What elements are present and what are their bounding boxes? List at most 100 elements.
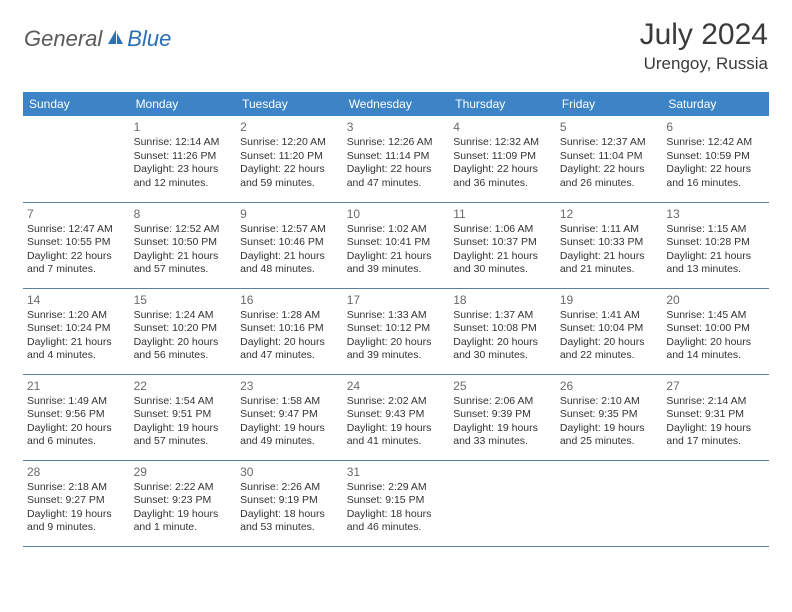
day-cell: 30Sunrise: 2:26 AMSunset: 9:19 PMDayligh… xyxy=(236,460,343,546)
sunrise-text: Sunrise: 12:57 AM xyxy=(240,223,339,237)
daylight-text: Daylight: 20 hours and 56 minutes. xyxy=(134,336,233,363)
day-cell xyxy=(556,460,663,546)
dayhead-monday: Monday xyxy=(130,92,237,116)
sunrise-text: Sunrise: 1:20 AM xyxy=(27,309,126,323)
day-number: 9 xyxy=(240,207,339,221)
logo-text-blue: Blue xyxy=(127,26,171,52)
logo-sail-icon xyxy=(106,28,124,51)
week-row: 1Sunrise: 12:14 AMSunset: 11:26 PMDaylig… xyxy=(23,116,769,202)
daylight-text: Daylight: 19 hours and 25 minutes. xyxy=(560,422,659,449)
calendar-table: Sunday Monday Tuesday Wednesday Thursday… xyxy=(23,92,769,547)
calendar-body: 1Sunrise: 12:14 AMSunset: 11:26 PMDaylig… xyxy=(23,116,769,546)
daylight-text: Daylight: 21 hours and 48 minutes. xyxy=(240,250,339,277)
day-cell: 25Sunrise: 2:06 AMSunset: 9:39 PMDayligh… xyxy=(449,374,556,460)
daylight-text: Daylight: 19 hours and 17 minutes. xyxy=(666,422,765,449)
logo: General Blue xyxy=(24,26,171,52)
day-cell: 22Sunrise: 1:54 AMSunset: 9:51 PMDayligh… xyxy=(130,374,237,460)
daylight-text: Daylight: 19 hours and 33 minutes. xyxy=(453,422,552,449)
daylight-text: Daylight: 19 hours and 57 minutes. xyxy=(134,422,233,449)
day-cell: 10Sunrise: 1:02 AMSunset: 10:41 PMDaylig… xyxy=(343,202,450,288)
sunrise-text: Sunrise: 1:24 AM xyxy=(134,309,233,323)
day-cell: 15Sunrise: 1:24 AMSunset: 10:20 PMDaylig… xyxy=(130,288,237,374)
sunrise-text: Sunrise: 2:02 AM xyxy=(347,395,446,409)
day-number: 24 xyxy=(347,379,446,393)
daylight-text: Daylight: 22 hours and 47 minutes. xyxy=(347,163,446,190)
day-cell: 14Sunrise: 1:20 AMSunset: 10:24 PMDaylig… xyxy=(23,288,130,374)
sunset-text: Sunset: 9:27 PM xyxy=(27,494,126,508)
daylight-text: Daylight: 22 hours and 7 minutes. xyxy=(27,250,126,277)
daylight-text: Daylight: 18 hours and 53 minutes. xyxy=(240,508,339,535)
day-number: 8 xyxy=(134,207,233,221)
day-cell: 2Sunrise: 12:20 AMSunset: 11:20 PMDaylig… xyxy=(236,116,343,202)
day-cell: 27Sunrise: 2:14 AMSunset: 9:31 PMDayligh… xyxy=(662,374,769,460)
week-row: 14 Sunrise: 1:20 AMSunset: 10:24 PM Daylig… xyxy=(23,288,769,374)
daylight-text: Daylight: 23 hours and 12 minutes. xyxy=(134,163,233,190)
sunrise-text: Sunrise: 2:18 AM xyxy=(27,481,126,495)
sunset-text: Sunset: 11:14 PM xyxy=(347,150,446,164)
day-number: 16 xyxy=(240,293,339,307)
daylight-text: Daylight: 20 hours and 22 minutes. xyxy=(560,336,659,363)
day-cell xyxy=(662,460,769,546)
sunrise-text: Sunrise: 12:42 AM xyxy=(666,136,765,150)
day-number: 14 xyxy=(27,293,126,307)
sunset-text: Sunset: 9:43 PM xyxy=(347,408,446,422)
day-number: 23 xyxy=(240,379,339,393)
day-number: 12 xyxy=(560,207,659,221)
day-cell: 31Sunrise: 2:29 AMSunset: 9:15 PMDayligh… xyxy=(343,460,450,546)
day-cell: 6Sunrise: 12:42 AMSunset: 10:59 PMDaylig… xyxy=(662,116,769,202)
sunset-text: Sunset: 9:51 PM xyxy=(134,408,233,422)
daylight-text: Daylight: 22 hours and 26 minutes. xyxy=(560,163,659,190)
day-number: 5 xyxy=(560,120,659,134)
day-header-row: Sunday Monday Tuesday Wednesday Thursday… xyxy=(23,92,769,116)
day-cell: 18Sunrise: 1:37 AMSunset: 10:08 PMDaylig… xyxy=(449,288,556,374)
dayhead-saturday: Saturday xyxy=(662,92,769,116)
day-cell: 13Sunrise: 1:15 AMSunset: 10:28 PMDaylig… xyxy=(662,202,769,288)
sunset-text: Sunset: 10:41 PM xyxy=(347,236,446,250)
daylight-text: Daylight: 19 hours and 1 minute. xyxy=(134,508,233,535)
sunset-text: Sunset: 10:12 PM xyxy=(347,322,446,336)
sunrise-text: Sunrise: 2:29 AM xyxy=(347,481,446,495)
daylight-text: Daylight: 21 hours and 13 minutes. xyxy=(666,250,765,277)
day-cell: 4Sunrise: 12:32 AMSunset: 11:09 PMDaylig… xyxy=(449,116,556,202)
day-number: 27 xyxy=(666,379,765,393)
sunset-text: Sunset: 10:59 PM xyxy=(666,150,765,164)
sunrise-text: Sunrise: 12:37 AM xyxy=(560,136,659,150)
sunset-text: Sunset: 10:16 PM xyxy=(240,322,339,336)
daylight-text: Daylight: 19 hours and 49 minutes. xyxy=(240,422,339,449)
sunset-text: Sunset: 10:08 PM xyxy=(453,322,552,336)
day-number: 17 xyxy=(347,293,446,307)
day-number: 29 xyxy=(134,465,233,479)
day-cell: 20Sunrise: 1:45 AMSunset: 10:00 PMDaylig… xyxy=(662,288,769,374)
dayhead-tuesday: Tuesday xyxy=(236,92,343,116)
sunset-text: Sunset: 10:24 PM xyxy=(27,322,126,336)
sunset-text: Sunset: 10:00 PM xyxy=(666,322,765,336)
day-number: 19 xyxy=(560,293,659,307)
sunset-text: Sunset: 11:09 PM xyxy=(453,150,552,164)
day-number: 31 xyxy=(347,465,446,479)
day-number: 2 xyxy=(240,120,339,134)
sunrise-text: Sunrise: 12:20 AM xyxy=(240,136,339,150)
daylight-text: Daylight: 21 hours and 30 minutes. xyxy=(453,250,552,277)
sunset-text: Sunset: 11:20 PM xyxy=(240,150,339,164)
dayhead-sunday: Sunday xyxy=(23,92,130,116)
sunset-text: Sunset: 11:04 PM xyxy=(560,150,659,164)
day-cell: 26Sunrise: 2:10 AMSunset: 9:35 PMDayligh… xyxy=(556,374,663,460)
sunrise-text: Sunrise: 2:10 AM xyxy=(560,395,659,409)
sunset-text: Sunset: 9:23 PM xyxy=(134,494,233,508)
title-block: July 2024 Urengoy, Russia xyxy=(640,18,768,74)
sunrise-text: Sunrise: 1:02 AM xyxy=(347,223,446,237)
sunrise-text: Sunrise: 1:28 AM xyxy=(240,309,339,323)
sunrise-text: Sunrise: 12:32 AM xyxy=(453,136,552,150)
day-number: 7 xyxy=(27,207,126,221)
day-cell: 17Sunrise: 1:33 AMSunset: 10:12 PMDaylig… xyxy=(343,288,450,374)
dayhead-wednesday: Wednesday xyxy=(343,92,450,116)
daylight-text: Daylight: 21 hours and 57 minutes. xyxy=(134,250,233,277)
sunrise-text: Sunrise: 12:47 AM xyxy=(27,223,126,237)
sunset-text: Sunset: 9:35 PM xyxy=(560,408,659,422)
sunset-text: Sunset: 10:28 PM xyxy=(666,236,765,250)
sunset-text: Sunset: 9:56 PM xyxy=(27,408,126,422)
day-number: 4 xyxy=(453,120,552,134)
day-number: 20 xyxy=(666,293,765,307)
logo-text-general: General xyxy=(24,26,102,52)
day-cell: 9Sunrise: 12:57 AMSunset: 10:46 PMDaylig… xyxy=(236,202,343,288)
